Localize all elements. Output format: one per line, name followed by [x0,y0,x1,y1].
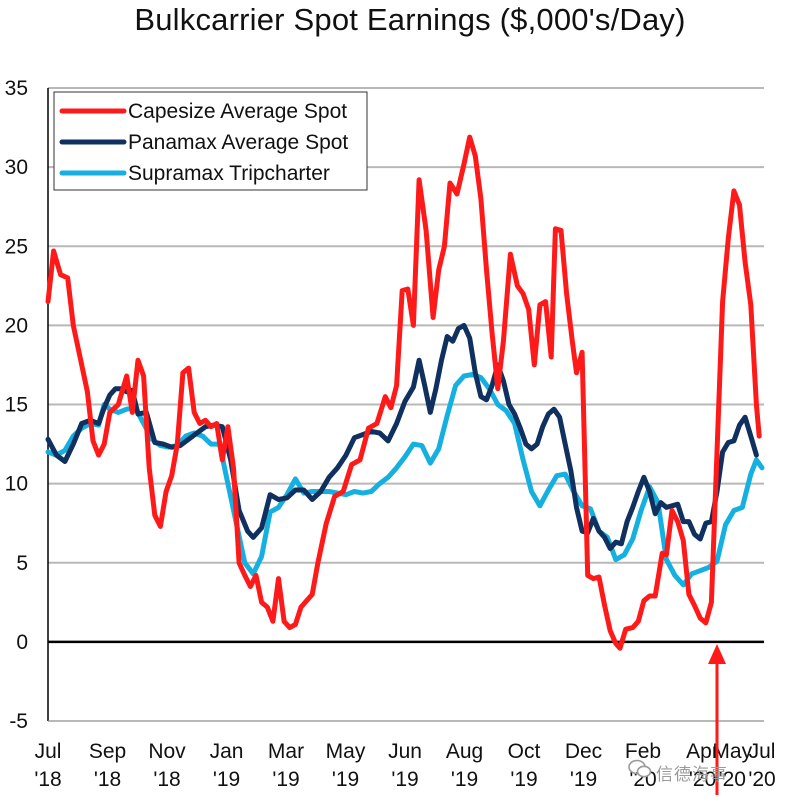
x-tick-year-label: '19 [391,768,418,791]
red-arrow-head [708,644,726,664]
x-tick-label: Aug [446,740,483,763]
x-tick-year-label: '19 [272,768,299,791]
x-tick-label: Jan [210,740,244,763]
x-tick-year-label: '19 [510,768,537,791]
x-tick-label: Feb [625,740,661,763]
y-tick-label: 20 [5,314,28,337]
x-tick-label: Apr [686,740,719,763]
x-tick-year-label: '20 [689,768,716,791]
x-tick-label: Jul [749,740,776,763]
annotations [708,644,726,795]
x-tick-label: Jul [35,740,62,763]
y-tick-label: -5 [9,710,28,733]
legend-label: Panamax Average Spot [128,131,348,154]
axes: -5 0 5 10 15 20 25 30 35 Jul '18 Sep '18 Nov '18 Jan '19… [5,77,776,791]
x-tick-year-label: '19 [332,768,359,791]
x-tick-year-label: '18 [34,768,61,791]
y-tick-label: 25 [5,235,28,258]
x-tick-label: May [712,740,752,763]
y-tick-label: 15 [5,394,28,417]
series-line-0 [45,134,762,651]
x-tick-year-label: '18 [94,768,121,791]
legend-label: Supramax Tripcharter [128,162,330,185]
y-tick-label: 30 [5,156,28,179]
x-tick-label: Mar [268,740,304,763]
wechat-icon [628,759,652,778]
y-tick-label: 10 [5,473,28,496]
y-tick-label: 5 [16,552,28,575]
x-tick-label: Nov [148,740,186,763]
x-tick-year-label: '19 [570,768,597,791]
y-tick-label: 0 [16,631,28,654]
legend-label: Capesize Average Spot [128,100,347,123]
watermark-text: 信德海事 [656,765,728,785]
x-tick-label: Jun [388,740,422,763]
x-tick-label: May [326,740,366,763]
x-tick-year-label: '19 [451,768,478,791]
x-tick-label: Dec [565,740,602,763]
x-tick-label: Sep [89,740,126,763]
x-tick-year-label: '19 [213,768,240,791]
y-tick-label: 35 [5,77,28,100]
chart-title: Bulkcarrier Spot Earnings ($,000's/Day) [134,2,686,37]
x-tick-label: Oct [508,740,541,763]
x-tick-year-label: '20 [719,768,746,791]
legend: Capesize Average Spot Panamax Average Spo… [53,91,368,191]
x-tick-year-label: '18 [153,768,180,791]
series-lines [45,134,765,651]
x-tick-year-label: '20 [748,768,775,791]
